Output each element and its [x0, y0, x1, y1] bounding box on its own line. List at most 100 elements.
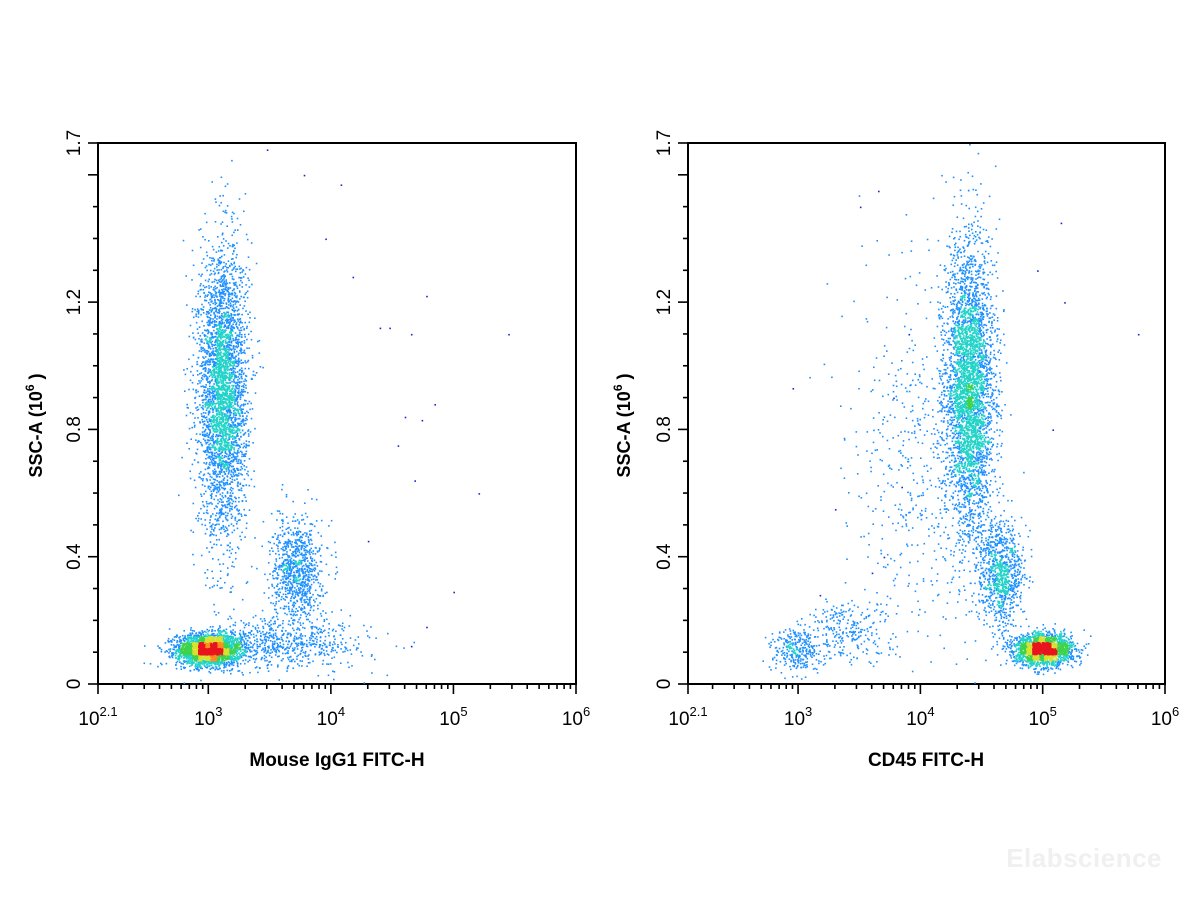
data-point — [202, 634, 205, 636]
data-point — [209, 475, 212, 478]
data-point — [310, 534, 312, 536]
data-point — [240, 640, 242, 643]
data-point — [311, 627, 313, 630]
data-point — [209, 626, 212, 628]
data-point — [229, 273, 231, 276]
data-point — [213, 362, 215, 364]
data-point — [315, 579, 317, 581]
data-point — [275, 611, 278, 614]
data-point — [214, 524, 216, 526]
data-point — [236, 401, 239, 403]
data-point — [239, 406, 241, 408]
data-point — [294, 602, 297, 605]
data-point — [278, 553, 280, 556]
data-point — [239, 648, 242, 651]
data-point — [300, 633, 302, 635]
data-point — [211, 281, 214, 283]
data-point — [197, 316, 200, 318]
data-point — [200, 518, 202, 520]
data-point — [223, 379, 225, 381]
data-point — [220, 417, 222, 419]
data-point — [314, 567, 316, 569]
data-point — [245, 638, 247, 640]
data-point — [238, 429, 241, 432]
data-point — [345, 648, 347, 650]
data-point — [278, 679, 280, 681]
data-point — [306, 565, 308, 567]
data-point — [208, 444, 210, 446]
data-point — [229, 546, 231, 548]
data-point — [232, 319, 235, 321]
data-point — [307, 560, 309, 562]
data-point — [290, 582, 292, 585]
data-point — [236, 365, 239, 368]
data-point — [296, 533, 298, 536]
data-point — [230, 669, 233, 671]
data-point — [205, 404, 208, 406]
data-point — [225, 628, 228, 631]
data-point — [326, 591, 328, 594]
data-point — [197, 663, 199, 666]
data-point — [327, 654, 330, 656]
data-point — [236, 473, 238, 476]
data-point — [304, 591, 306, 593]
data-point — [209, 419, 211, 421]
data-point — [235, 460, 238, 462]
data-point — [295, 578, 297, 581]
data-point — [256, 630, 258, 632]
data-point — [205, 313, 208, 316]
data-point — [229, 424, 232, 426]
data-point — [172, 648, 174, 651]
data-point — [209, 318, 212, 321]
data-point — [238, 519, 240, 521]
data-point — [228, 524, 230, 527]
data-point — [210, 286, 212, 288]
data-point — [214, 388, 216, 391]
data-point — [232, 624, 235, 626]
data-point — [302, 656, 304, 658]
data-point — [241, 333, 243, 336]
data-point — [215, 201, 217, 203]
data-point — [239, 298, 241, 300]
data-point — [196, 342, 198, 345]
data-point — [232, 371, 235, 373]
data-point — [231, 278, 234, 280]
data-point — [205, 416, 208, 418]
data-point — [238, 386, 240, 388]
data-point — [239, 396, 242, 399]
data-point — [303, 643, 306, 645]
data-point — [291, 584, 294, 587]
data-point — [269, 629, 271, 631]
data-point — [226, 398, 229, 401]
data-point — [275, 538, 278, 540]
data-point — [221, 415, 223, 417]
data-point — [224, 265, 227, 267]
data-point — [258, 630, 261, 632]
data-point — [309, 602, 311, 604]
data-point — [228, 354, 231, 356]
data-point — [230, 368, 232, 370]
data-point — [232, 304, 235, 306]
data-point — [305, 565, 308, 568]
data-point — [285, 559, 287, 562]
data-point — [250, 378, 253, 380]
data-point — [304, 546, 307, 549]
data-point — [228, 358, 231, 360]
data-point — [227, 533, 229, 535]
data-point — [206, 342, 208, 344]
data-point — [296, 519, 299, 521]
data-point — [299, 531, 302, 533]
data-point — [230, 517, 233, 519]
data-point — [202, 401, 204, 404]
data-point — [288, 580, 290, 583]
data-point — [341, 638, 344, 640]
data-point — [230, 320, 233, 322]
data-point — [215, 514, 217, 517]
data-point — [301, 552, 303, 555]
data-point — [213, 387, 216, 389]
data-point — [302, 533, 305, 536]
data-point — [178, 640, 181, 643]
data-point — [302, 578, 304, 580]
data-point — [222, 421, 224, 423]
data-point — [191, 629, 194, 632]
